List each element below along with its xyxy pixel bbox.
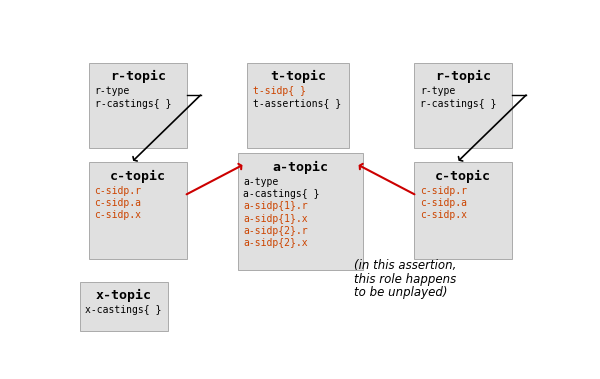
Text: x-topic: x-topic — [96, 289, 152, 302]
Text: to be unplayed): to be unplayed) — [354, 286, 448, 299]
Text: a-sidp{1}.x: a-sidp{1}.x — [244, 214, 308, 224]
Text: r-topic: r-topic — [435, 70, 491, 83]
Text: a-sidp{2}.r: a-sidp{2}.r — [244, 226, 308, 236]
Text: c-sidp.r: c-sidp.r — [420, 186, 467, 196]
Text: r-topic: r-topic — [110, 70, 166, 83]
Text: r-castings{ }: r-castings{ } — [95, 99, 171, 109]
Text: a-castings{ }: a-castings{ } — [244, 189, 320, 199]
Text: t-sidp{ }: t-sidp{ } — [253, 86, 305, 96]
Text: c-topic: c-topic — [435, 169, 491, 183]
Text: x-castings{ }: x-castings{ } — [85, 305, 161, 315]
Text: this role happens: this role happens — [354, 273, 456, 286]
Text: c-sidp.a: c-sidp.a — [420, 198, 467, 208]
FancyBboxPatch shape — [415, 162, 512, 258]
Text: c-sidp.r: c-sidp.r — [95, 186, 142, 196]
FancyBboxPatch shape — [89, 162, 187, 258]
Text: t-topic: t-topic — [270, 70, 326, 83]
Text: a-sidp{2}.x: a-sidp{2}.x — [244, 238, 308, 248]
Text: r-castings{ }: r-castings{ } — [420, 99, 496, 109]
FancyBboxPatch shape — [80, 282, 168, 332]
Text: c-topic: c-topic — [110, 169, 166, 183]
Text: c-sidp.x: c-sidp.x — [95, 210, 142, 220]
Text: a-topic: a-topic — [272, 161, 329, 174]
Text: r-type: r-type — [420, 86, 455, 96]
FancyBboxPatch shape — [415, 63, 512, 147]
Text: c-sidp.x: c-sidp.x — [420, 210, 467, 220]
FancyBboxPatch shape — [247, 63, 349, 147]
Text: a-sidp{1}.r: a-sidp{1}.r — [244, 201, 308, 211]
Text: r-type: r-type — [95, 86, 130, 96]
Text: a-type: a-type — [244, 177, 278, 187]
Text: (in this assertion,: (in this assertion, — [354, 259, 457, 273]
Text: t-assertions{ }: t-assertions{ } — [253, 99, 341, 109]
FancyBboxPatch shape — [238, 153, 364, 270]
FancyBboxPatch shape — [89, 63, 187, 147]
Text: c-sidp.a: c-sidp.a — [95, 198, 142, 208]
